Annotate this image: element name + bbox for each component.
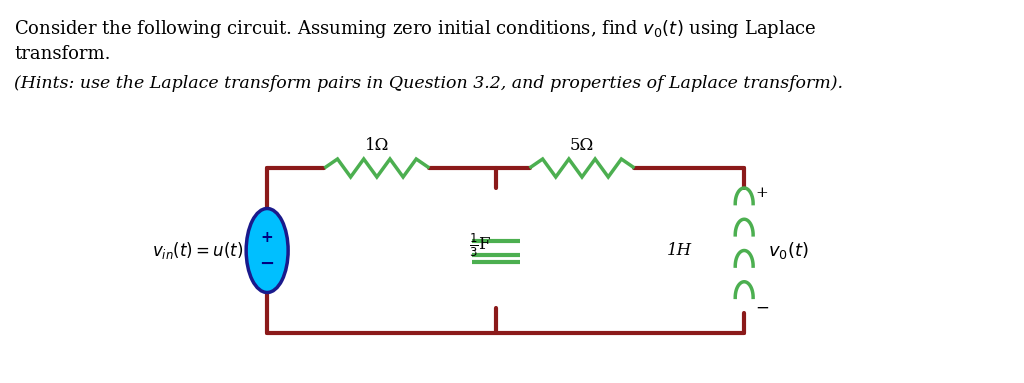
Text: 1Ω: 1Ω [365,137,389,154]
Text: (Hints: use the Laplace transform pairs in Question 3.2, and properties of Lapla: (Hints: use the Laplace transform pairs … [14,75,844,92]
Text: $v_{in}(t) = u(t)$: $v_{in}(t) = u(t)$ [152,240,244,261]
Text: 5Ω: 5Ω [570,137,594,154]
Text: 1H: 1H [667,242,691,259]
Text: −: − [259,254,274,272]
Ellipse shape [246,208,288,293]
Text: +: + [756,186,768,200]
Text: +: + [261,230,273,245]
Text: transform.: transform. [14,45,111,63]
Text: Consider the following circuit. Assuming zero initial conditions, find $v_0(t)$ : Consider the following circuit. Assuming… [14,18,817,40]
Text: −: − [756,300,769,316]
Text: $\frac{1}{3}$F: $\frac{1}{3}$F [469,231,492,259]
Text: $v_0(t)$: $v_0(t)$ [768,240,809,261]
